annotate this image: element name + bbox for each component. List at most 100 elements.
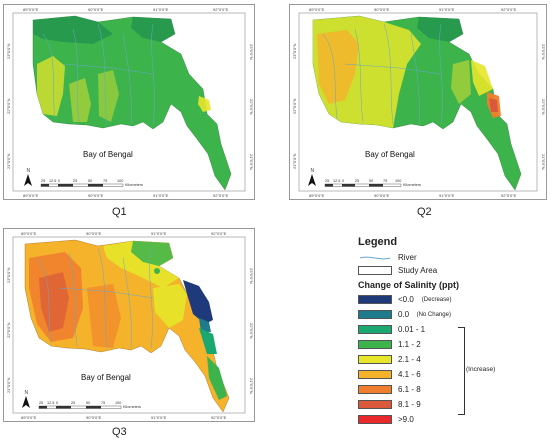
legend-river-label: River [398,253,417,262]
salinity-swatch [358,385,392,394]
north-arrow-icon: N [24,168,32,186]
lon-tick: 92°0'0"E [211,415,227,420]
lat-tick: 22°0'0"N [292,98,297,114]
salinity-swatch [358,370,392,379]
svg-text:Kilometers: Kilometers [123,405,141,409]
bay-label: Bay of Bengal [83,150,133,159]
salinity-swatch [358,310,392,319]
study-area-swatch [358,266,392,275]
svg-text:25: 25 [73,179,77,183]
lat-tick: 23°0'0"N [6,43,11,59]
legend-study-area-label: Study Area [398,266,438,275]
lon-tick: 91°0'0"E [439,193,455,198]
svg-text:25: 25 [41,179,45,183]
map-label-q1: Q1 [112,206,127,218]
lat-tick: 22°0'0"N [541,99,546,115]
salinity-title: Change of Salinity (ppt) [358,280,459,290]
lat-tick: 22°0'0"N [6,322,11,338]
lon-tick: 91°0'0"E [153,7,169,12]
lon-tick: 90°0'0"E [86,415,102,420]
increase-label: (Increase) [466,366,496,373]
lat-tick: 21°0'0"N [541,154,546,170]
lon-tick: 90°0'0"E [88,193,104,198]
river-network [36,247,154,349]
svg-text:25: 25 [39,401,43,405]
svg-text:12.5: 12.5 [49,179,56,183]
svg-text:25: 25 [355,179,359,183]
salinity-class-label: >9.0 [398,415,414,424]
svg-text:25: 25 [71,401,75,405]
salinity-swatch [358,400,392,409]
svg-text:75: 75 [103,179,107,183]
svg-text:50: 50 [86,401,90,405]
river-network [322,23,443,125]
lat-tick: 22°0'0"N [6,98,11,114]
map-q1: 89°0'0"E 90°0'0"E 91°0'0"E 92°0'0"E 89°0… [3,4,255,200]
lon-tick: 89°0'0"E [21,231,37,236]
lon-tick: 92°0'0"E [501,193,517,198]
scale-bar: 25 12.5 0 25 50 75 100 Kilometers [40,179,143,187]
lon-tick: 89°0'0"E [309,7,325,12]
lat-tick: 23°0'0"N [249,268,254,284]
river-network [42,23,155,125]
svg-text:N: N [311,168,315,174]
lat-tick: 22°0'0"N [249,323,254,339]
salinity-class-label: 2.1 - 4 [398,355,421,364]
lat-tick: 22°0'0"N [249,99,254,115]
salinity-class-label: 1.1 - 2 [398,340,421,349]
lat-tick: 21°0'0"N [6,153,11,169]
salinity-swatch [358,295,392,304]
svg-text:Kilometers: Kilometers [403,183,421,187]
salinity-swatch [358,415,392,424]
svg-text:100: 100 [395,179,401,183]
lon-tick: 92°0'0"E [501,7,517,12]
salinity-class-label: 4.1 - 6 [398,370,421,379]
salinity-swatch [358,325,392,334]
north-arrow-icon: N [22,390,30,408]
svg-text:12.5: 12.5 [47,401,54,405]
map-panel-q2: 89°0'0"E 90°0'0"E 91°0'0"E 92°0'0"E 89°0… [289,4,547,200]
salinity-swatch [358,355,392,364]
salinity-swatch [358,340,392,349]
salinity-class-label: 8.1 - 9 [398,400,421,409]
lon-tick: 91°0'0"E [151,415,167,420]
map-label-q2: Q2 [417,206,432,218]
svg-text:75: 75 [101,401,105,405]
svg-text:0: 0 [342,179,344,183]
bay-label: Bay of Bengal [365,150,415,159]
lon-tick: 92°0'0"E [213,193,229,198]
svg-text:12.5: 12.5 [333,179,340,183]
lat-tick: 21°0'0"N [249,378,254,394]
lon-tick: 89°0'0"E [23,7,39,12]
lat-tick: 23°0'0"N [292,43,297,59]
lon-tick: 89°0'0"E [23,193,39,198]
lat-tick: 21°0'0"N [249,154,254,170]
lon-tick: 89°0'0"E [21,415,37,420]
lon-tick: 90°0'0"E [86,231,102,236]
lon-tick: 92°0'0"E [213,7,229,12]
map-q3: 89°0'0"E 90°0'0"E 91°0'0"E 92°0'0"E 89°0… [3,228,255,422]
map-label-q3: Q3 [112,426,127,438]
salinity-class-label: 0.01 - 1 [398,325,426,334]
increase-bracket [458,327,465,415]
svg-text:100: 100 [117,179,123,183]
lon-tick: 91°0'0"E [151,231,167,236]
bay-label: Bay of Bengal [81,373,131,382]
svg-text:N: N [25,390,29,396]
lon-tick: 90°0'0"E [374,193,390,198]
svg-text:75: 75 [383,179,387,183]
svg-text:100: 100 [115,401,121,405]
svg-text:25: 25 [325,179,329,183]
svg-text:50: 50 [88,179,92,183]
lat-tick: 23°0'0"N [6,267,11,283]
map-panel-q3: 89°0'0"E 90°0'0"E 91°0'0"E 92°0'0"E 89°0… [3,228,255,422]
north-arrow-icon: N [308,168,316,186]
salinity-class-note: (Decrease) [421,297,452,303]
lat-tick: 23°0'0"N [541,44,546,60]
lat-tick: 23°0'0"N [249,44,254,60]
salinity-class-note: (No Change) [416,312,451,318]
salinity-class-label: 0.0 [398,310,410,319]
map-q2: 89°0'0"E 90°0'0"E 91°0'0"E 92°0'0"E 89°0… [289,4,547,200]
lon-tick: 91°0'0"E [153,193,169,198]
lat-tick: 21°0'0"N [6,377,11,393]
